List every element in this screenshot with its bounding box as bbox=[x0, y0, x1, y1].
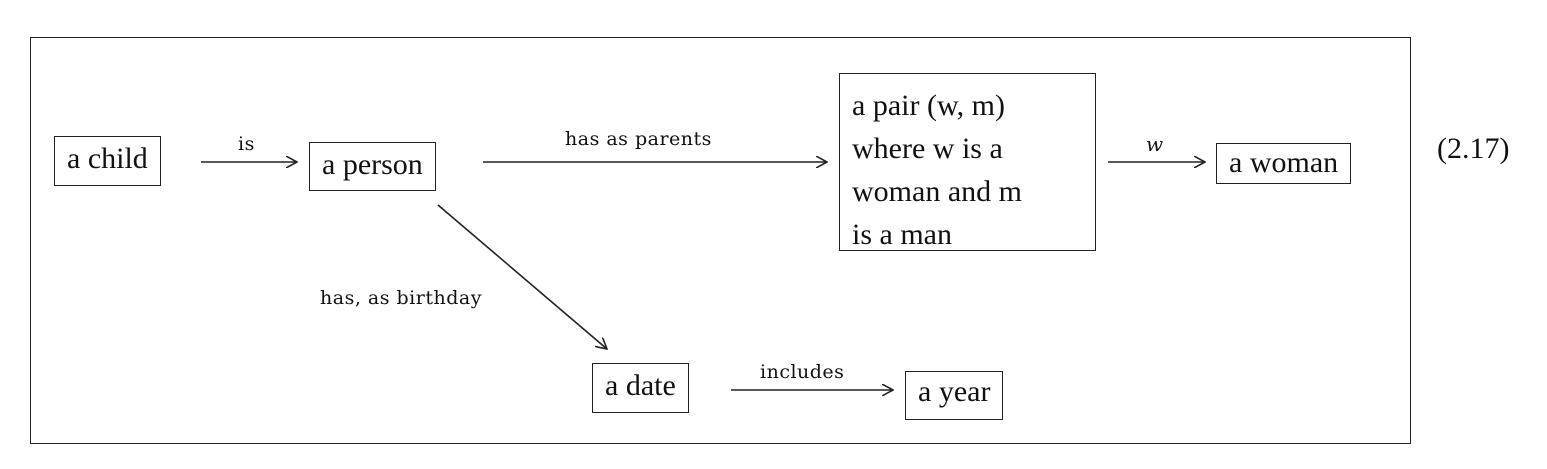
node-pair: a pair (w, m) where w is a woman and m i… bbox=[839, 73, 1096, 251]
node-woman: a woman bbox=[1216, 143, 1352, 184]
node-pair-line-2: where w is a bbox=[852, 132, 1003, 165]
node-person: a person bbox=[309, 142, 436, 191]
node-pair-line-1: a pair (w, m) bbox=[852, 89, 1005, 122]
edge-label-has-as-birthday: has, as birthday bbox=[320, 287, 482, 309]
edge-label-is: is bbox=[238, 133, 255, 155]
edge-label-has-as-parents: has as parents bbox=[565, 128, 712, 150]
edge-has-as-birthday-arrow bbox=[437, 204, 607, 349]
node-date: a date bbox=[592, 363, 689, 413]
edge-label-w: w bbox=[1146, 132, 1164, 156]
diagram-frame bbox=[30, 37, 1411, 444]
node-child: a child bbox=[54, 136, 161, 186]
equation-number: (2.17) bbox=[1437, 132, 1510, 165]
node-year: a year bbox=[905, 371, 1004, 420]
node-pair-line-3: woman and m bbox=[852, 175, 1022, 208]
edge-label-includes: includes bbox=[760, 361, 845, 383]
node-pair-line-4: is a man bbox=[852, 218, 952, 251]
